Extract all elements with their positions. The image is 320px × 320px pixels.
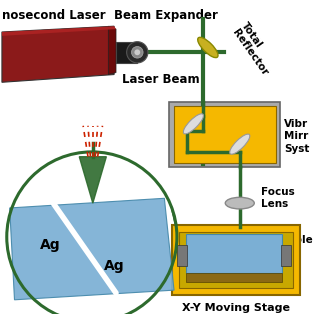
FancyBboxPatch shape	[169, 102, 280, 167]
Polygon shape	[2, 26, 114, 82]
Circle shape	[134, 49, 140, 55]
Polygon shape	[108, 26, 116, 75]
Ellipse shape	[225, 197, 254, 209]
Text: Focus
Lens: Focus Lens	[261, 187, 295, 210]
Text: Vibr
Mirr
Syst: Vibr Mirr Syst	[284, 119, 310, 154]
Text: Ag: Ag	[40, 238, 60, 252]
Text: X-Y Moving Stage: X-Y Moving Stage	[182, 303, 290, 313]
Text: Sample: Sample	[269, 235, 313, 245]
FancyBboxPatch shape	[186, 234, 282, 273]
Text: nosecond Laser: nosecond Laser	[2, 9, 106, 22]
FancyBboxPatch shape	[177, 245, 187, 266]
FancyBboxPatch shape	[281, 245, 291, 266]
FancyBboxPatch shape	[116, 42, 137, 63]
Ellipse shape	[230, 134, 250, 154]
FancyBboxPatch shape	[174, 107, 276, 163]
Polygon shape	[2, 26, 116, 36]
Ellipse shape	[183, 114, 204, 134]
Text: Total
Reflector: Total Reflector	[230, 20, 279, 77]
Circle shape	[127, 42, 148, 63]
Text: Laser Beam: Laser Beam	[122, 73, 199, 86]
Text: Beam Expander: Beam Expander	[114, 9, 218, 22]
FancyBboxPatch shape	[172, 225, 300, 295]
Polygon shape	[79, 157, 106, 203]
Circle shape	[132, 46, 143, 58]
FancyBboxPatch shape	[186, 273, 282, 283]
Polygon shape	[10, 198, 174, 300]
Ellipse shape	[198, 37, 218, 58]
FancyBboxPatch shape	[179, 232, 293, 288]
Text: Ag: Ag	[104, 259, 124, 273]
